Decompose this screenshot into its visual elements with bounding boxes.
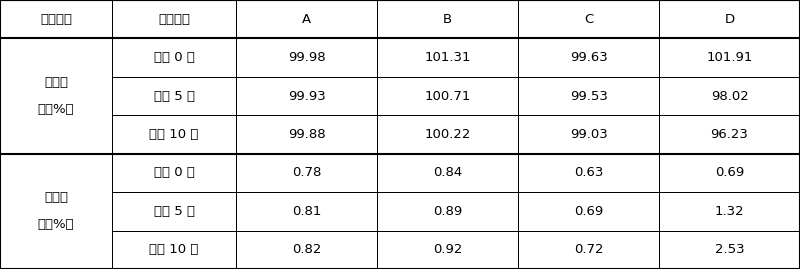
- Text: 光照 0 天: 光照 0 天: [154, 51, 194, 64]
- Text: C: C: [584, 13, 594, 26]
- Bar: [112, 77, 236, 115]
- Text: A: A: [302, 13, 311, 26]
- Text: 101.31: 101.31: [424, 51, 471, 64]
- Text: 光照 5 天: 光照 5 天: [154, 90, 194, 102]
- Text: 1.32: 1.32: [714, 205, 744, 218]
- Bar: [112, 38, 236, 77]
- Bar: [112, 231, 236, 269]
- Text: 主药含: 主药含: [44, 76, 68, 89]
- Text: 0.81: 0.81: [292, 205, 322, 218]
- Text: 有关物: 有关物: [44, 192, 68, 204]
- Text: 99.63: 99.63: [570, 51, 607, 64]
- Bar: [377, 231, 518, 269]
- Bar: [112, 154, 236, 192]
- Bar: [659, 154, 800, 192]
- Bar: [236, 231, 377, 269]
- Bar: [659, 192, 800, 231]
- Bar: [112, 0, 236, 38]
- Text: 99.53: 99.53: [570, 90, 607, 102]
- Text: 100.22: 100.22: [425, 128, 471, 141]
- Bar: [377, 192, 518, 231]
- Bar: [659, 0, 800, 38]
- Text: 质（%）: 质（%）: [38, 218, 74, 231]
- Bar: [518, 231, 659, 269]
- Text: 0.82: 0.82: [292, 243, 322, 256]
- Text: D: D: [725, 13, 734, 26]
- Bar: [377, 38, 518, 77]
- Bar: [0, 154, 112, 269]
- Text: 0.92: 0.92: [433, 243, 462, 256]
- Text: 99.88: 99.88: [288, 128, 326, 141]
- Bar: [518, 192, 659, 231]
- Text: 100.71: 100.71: [425, 90, 471, 102]
- Text: 0.89: 0.89: [433, 205, 462, 218]
- Text: 98.02: 98.02: [710, 90, 749, 102]
- Bar: [518, 115, 659, 154]
- Bar: [236, 115, 377, 154]
- Bar: [659, 231, 800, 269]
- Bar: [236, 192, 377, 231]
- Text: 0.69: 0.69: [715, 167, 744, 179]
- Bar: [518, 0, 659, 38]
- Text: 0.72: 0.72: [574, 243, 603, 256]
- Text: 量（%）: 量（%）: [38, 103, 74, 116]
- Bar: [236, 154, 377, 192]
- Text: 99.93: 99.93: [288, 90, 326, 102]
- Text: 0.69: 0.69: [574, 205, 603, 218]
- Bar: [377, 115, 518, 154]
- Text: 99.03: 99.03: [570, 128, 607, 141]
- Bar: [112, 115, 236, 154]
- Bar: [377, 77, 518, 115]
- Bar: [236, 0, 377, 38]
- Bar: [377, 0, 518, 38]
- Text: 检测项目: 检测项目: [40, 13, 72, 26]
- Bar: [0, 38, 112, 154]
- Bar: [659, 38, 800, 77]
- Text: 101.91: 101.91: [706, 51, 753, 64]
- Text: 检测时间: 检测时间: [158, 13, 190, 26]
- Bar: [659, 77, 800, 115]
- Text: 2.53: 2.53: [714, 243, 744, 256]
- Text: B: B: [443, 13, 452, 26]
- Text: 光照 10 天: 光照 10 天: [150, 243, 199, 256]
- Bar: [518, 38, 659, 77]
- Bar: [236, 38, 377, 77]
- Text: 99.98: 99.98: [288, 51, 326, 64]
- Text: 光照 5 天: 光照 5 天: [154, 205, 194, 218]
- Bar: [518, 154, 659, 192]
- Text: 0.84: 0.84: [433, 167, 462, 179]
- Bar: [0, 0, 112, 38]
- Text: 光照 0 天: 光照 0 天: [154, 167, 194, 179]
- Bar: [377, 154, 518, 192]
- Text: 0.78: 0.78: [292, 167, 322, 179]
- Bar: [659, 115, 800, 154]
- Bar: [236, 77, 377, 115]
- Text: 0.63: 0.63: [574, 167, 603, 179]
- Bar: [112, 192, 236, 231]
- Text: 96.23: 96.23: [710, 128, 749, 141]
- Bar: [518, 77, 659, 115]
- Text: 光照 10 天: 光照 10 天: [150, 128, 199, 141]
